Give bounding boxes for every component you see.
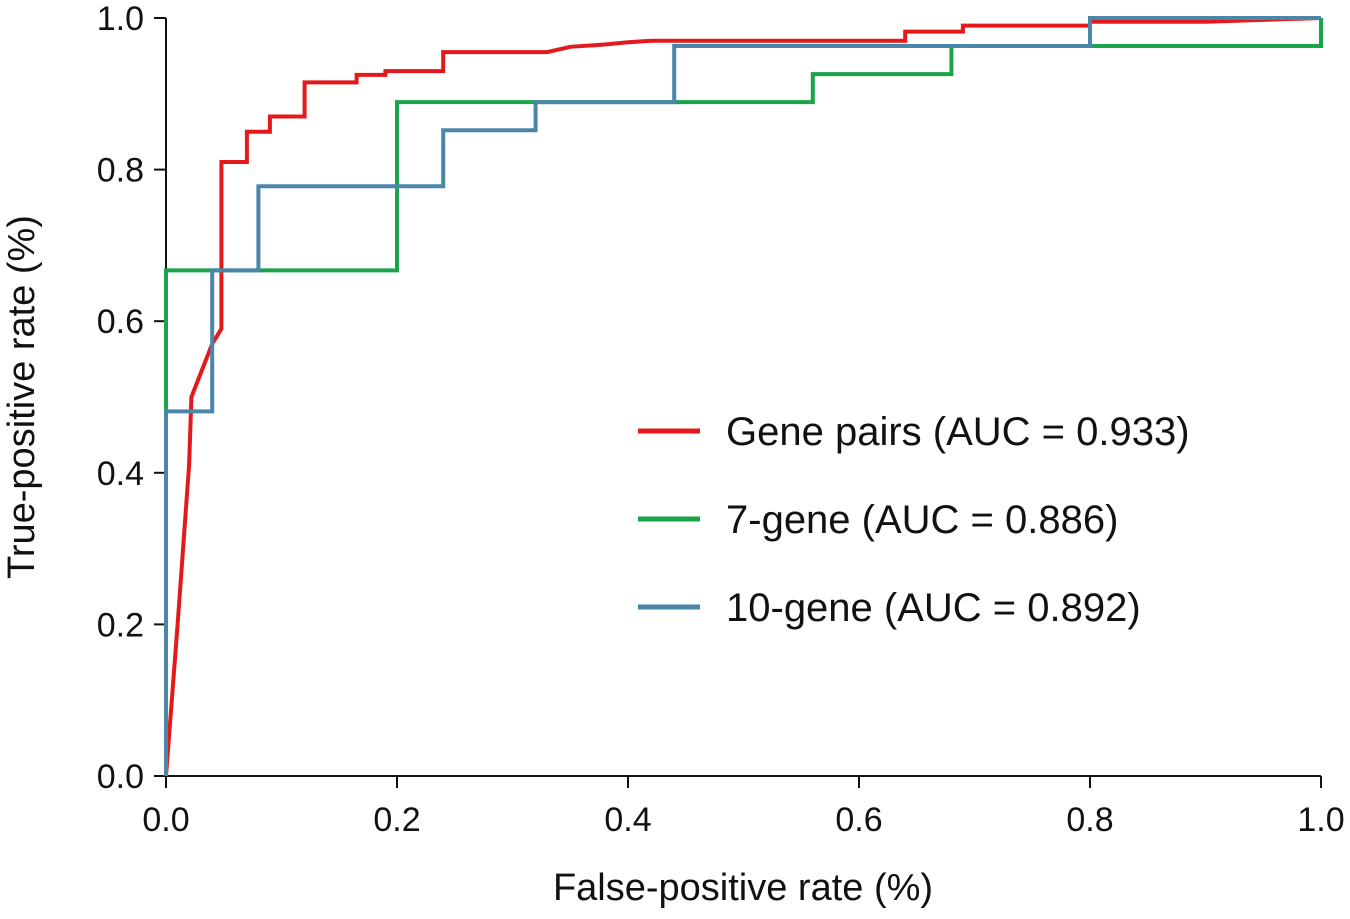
series-layer	[164, 16, 1323, 777]
x-axis-title: False-positive rate (%)	[553, 867, 933, 909]
series-line-2	[164, 16, 1321, 776]
x-tick-label: 0.8	[1066, 801, 1113, 839]
x-tick-label: 0.4	[604, 801, 651, 839]
y-axis-title: True-positive rate (%)	[1, 215, 43, 579]
legend-label-2: 10-gene (AUC = 0.892)	[726, 586, 1141, 630]
series-line-0	[164, 16, 1322, 777]
legend: Gene pairs (AUC = 0.933) 7-gene (AUC = 0.…	[638, 410, 1190, 630]
y-tick-label: 0.2	[97, 606, 144, 644]
y-tick-label: 1.0	[97, 0, 144, 38]
y-tick-label: 0.8	[97, 152, 144, 190]
y-tick-label: 0.0	[97, 758, 144, 796]
y-tick-label: 0.6	[97, 303, 144, 341]
series-line-1	[164, 18, 1323, 776]
legend-label-1: 7-gene (AUC = 0.886)	[726, 498, 1118, 542]
x-tick-label: 1.0	[1297, 801, 1344, 839]
axes: 0.0 0.2 0.4 0.6 0.8 1.0 0.0 0.2 0.4 0.6 0.8 1.0	[97, 0, 1345, 839]
y-tick-label: 0.4	[97, 455, 144, 493]
legend-label-0: Gene pairs (AUC = 0.933)	[726, 410, 1190, 454]
x-tick-label: 0.0	[142, 801, 189, 839]
x-tick-label: 0.6	[835, 801, 882, 839]
x-tick-label: 0.2	[373, 801, 420, 839]
